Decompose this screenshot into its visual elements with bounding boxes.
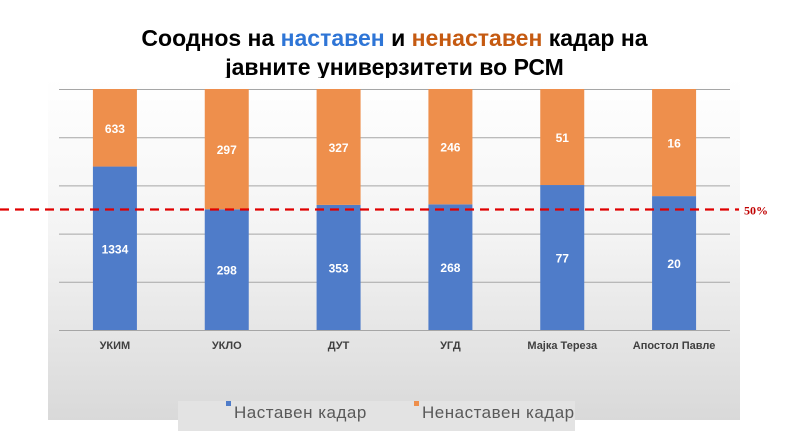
legend-marker-non-teaching [414, 401, 419, 406]
legend-marker-teaching [226, 401, 231, 406]
legend-label-teaching: Наставен кадар [234, 403, 367, 422]
bar-non-teaching [92, 89, 137, 167]
bar-teaching [204, 209, 249, 330]
x-tick-label: Апостол Павле [633, 340, 716, 352]
bar-non-teaching [316, 89, 361, 205]
legend: Наставен кадар Ненаставен кадар [178, 401, 575, 431]
bar-non-teaching [652, 89, 697, 197]
data-label: 297 [217, 143, 237, 157]
x-tick-label: ДУТ [328, 340, 350, 352]
chart-title-line-2: јавните универзитети во РСМ [225, 54, 564, 80]
data-label: 51 [556, 131, 570, 145]
x-tick-label: УГД [440, 340, 461, 352]
bar-teaching [652, 196, 697, 330]
data-label: 268 [440, 261, 460, 275]
data-label: 327 [329, 141, 349, 155]
legend-label-non-teaching: Ненаставен кадар [422, 403, 575, 422]
plot-area [48, 78, 740, 420]
data-label: 246 [440, 141, 460, 155]
chart-title-line-1: Соодноs на наставен и ненаставен кадар н… [141, 25, 648, 51]
data-label: 1334 [102, 242, 129, 256]
data-label: 77 [556, 252, 570, 266]
data-label: 20 [667, 257, 681, 271]
bar-non-teaching [428, 89, 473, 205]
data-label: 16 [667, 137, 681, 151]
chart-title: Соодноs на наставен и ненаставен кадар н… [0, 24, 789, 82]
x-tick-label: УКИМ [100, 340, 131, 352]
x-tick-label: УКЛО [212, 340, 242, 352]
bar-teaching [428, 204, 473, 330]
threshold-label: 50% [744, 204, 768, 218]
bar-teaching [92, 166, 137, 330]
data-label: 298 [217, 264, 237, 278]
x-tick-label: Мајка Тереза [527, 340, 598, 352]
data-label: 633 [105, 122, 125, 136]
bar-teaching [316, 204, 361, 330]
data-label: 353 [329, 261, 349, 275]
bar-non-teaching [540, 89, 585, 186]
bar-non-teaching [204, 89, 249, 210]
